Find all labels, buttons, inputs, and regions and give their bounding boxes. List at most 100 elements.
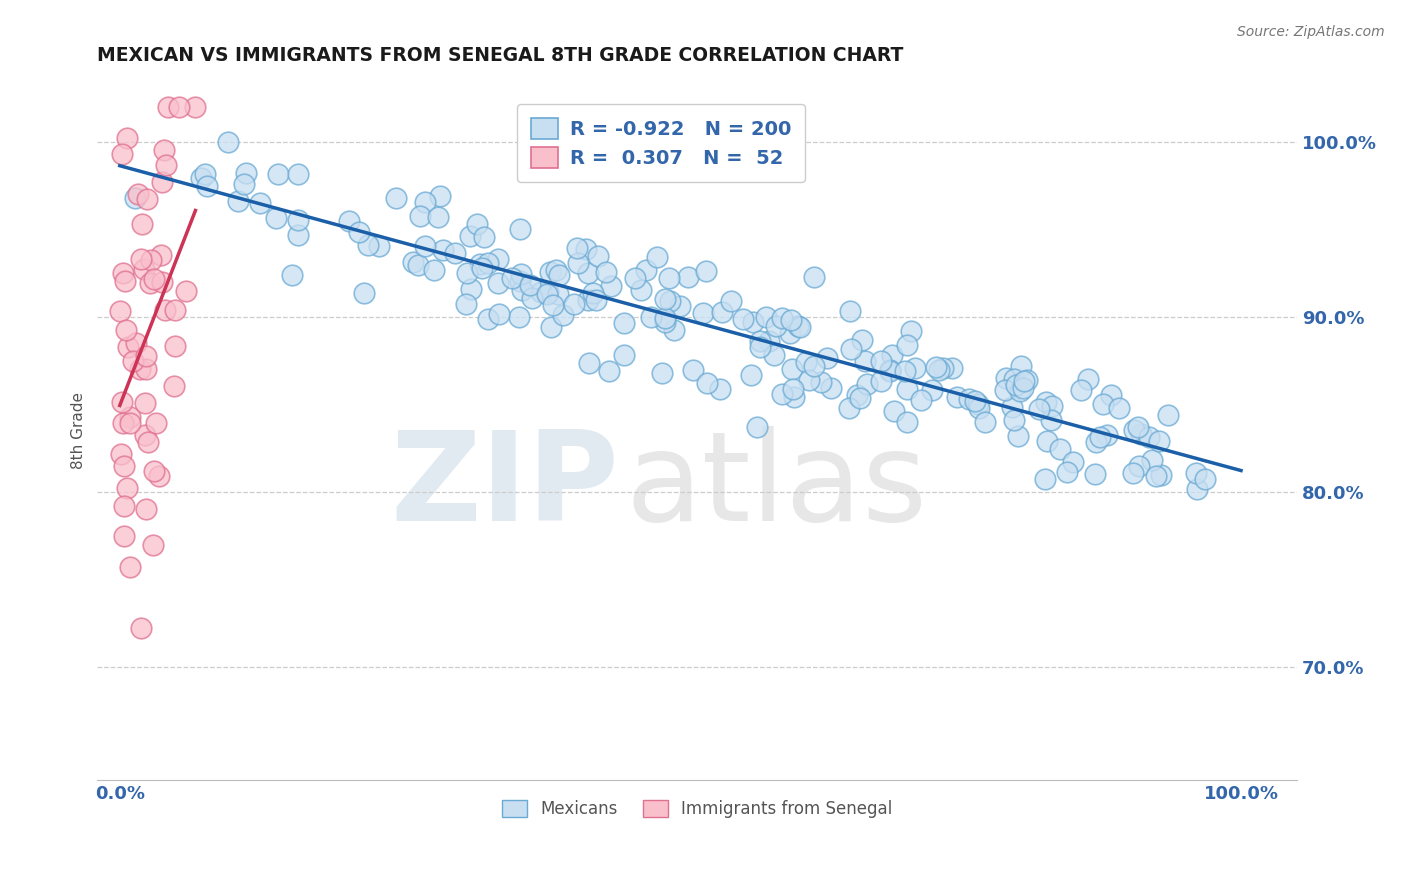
Point (111, 395, 134, 409)
Point (150, 275, 173, 289)
Point (150, 175, 173, 189)
Point (118, 417, 141, 431)
Point (1007, 428, 1029, 442)
Point (165, 339, 187, 353)
Point (1011, 381, 1033, 395)
Point (132, 261, 155, 276)
Point (477, 256, 499, 270)
Point (432, 243, 454, 257)
Point (249, 196, 271, 211)
Point (112, 529, 135, 543)
Point (578, 356, 600, 370)
Point (581, 286, 603, 301)
Point (110, 447, 132, 461)
Point (879, 363, 901, 377)
Point (893, 364, 915, 378)
Point (488, 307, 510, 321)
Point (1140, 452, 1163, 467)
Point (1056, 465, 1078, 479)
Point (1039, 413, 1062, 427)
Point (838, 401, 860, 416)
Point (696, 376, 718, 391)
Point (803, 270, 825, 285)
Text: atlas: atlas (626, 426, 928, 547)
Point (153, 143, 176, 157)
Point (508, 310, 530, 324)
Point (1137, 430, 1160, 444)
Point (1015, 373, 1038, 387)
Point (114, 274, 136, 288)
Point (413, 194, 436, 209)
Point (794, 354, 817, 368)
Point (1157, 408, 1180, 422)
Point (142, 272, 165, 286)
Point (139, 253, 162, 268)
Point (896, 338, 918, 352)
Point (1084, 467, 1107, 481)
Point (883, 404, 905, 418)
Point (176, 284, 198, 298)
Point (541, 298, 564, 312)
Point (522, 291, 544, 305)
Point (595, 265, 617, 279)
Point (142, 464, 165, 478)
Point (169, 100, 191, 114)
Point (537, 285, 560, 300)
Point (853, 354, 876, 368)
Point (966, 396, 988, 410)
Point (870, 374, 893, 388)
Point (640, 310, 662, 324)
Point (1077, 372, 1099, 386)
Point (195, 179, 218, 194)
Point (110, 304, 132, 318)
Point (111, 266, 134, 280)
Point (896, 415, 918, 429)
Point (509, 274, 531, 288)
Point (110, 147, 132, 161)
Point (1084, 435, 1107, 450)
Point (780, 362, 803, 376)
Point (586, 249, 609, 263)
Point (121, 354, 143, 368)
Point (117, 340, 139, 354)
Point (576, 266, 599, 280)
Point (456, 297, 478, 311)
Point (662, 323, 685, 337)
Point (654, 292, 676, 306)
Point (941, 361, 963, 376)
Point (1070, 384, 1092, 398)
Point (695, 264, 717, 278)
Point (900, 324, 922, 338)
Point (184, 100, 207, 114)
Point (163, 303, 186, 318)
Point (1092, 396, 1115, 410)
Point (1002, 413, 1025, 427)
Point (733, 311, 755, 326)
Point (194, 167, 217, 181)
Point (669, 299, 692, 313)
Point (848, 391, 870, 405)
Point (869, 354, 891, 368)
Point (538, 265, 561, 279)
Point (349, 225, 371, 239)
Point (486, 252, 509, 266)
Point (510, 283, 533, 297)
Point (600, 279, 623, 293)
Point (803, 359, 825, 373)
Point (815, 351, 838, 365)
Point (630, 283, 652, 297)
Point (1128, 458, 1150, 473)
Point (1035, 395, 1057, 409)
Y-axis label: 8th Grade: 8th Grade (72, 392, 86, 469)
Point (150, 248, 173, 262)
Point (575, 242, 598, 256)
Point (692, 306, 714, 320)
Point (402, 254, 425, 268)
Point (765, 319, 787, 334)
Text: MEXICAN VS IMMIGRANTS FROM SENEGAL 8TH GRADE CORRELATION CHART: MEXICAN VS IMMIGRANTS FROM SENEGAL 8TH G… (97, 46, 904, 65)
Point (153, 303, 176, 318)
Point (115, 481, 138, 495)
Point (1033, 472, 1056, 486)
Text: Source: ZipAtlas.com: Source: ZipAtlas.com (1237, 25, 1385, 39)
Point (1036, 434, 1059, 448)
